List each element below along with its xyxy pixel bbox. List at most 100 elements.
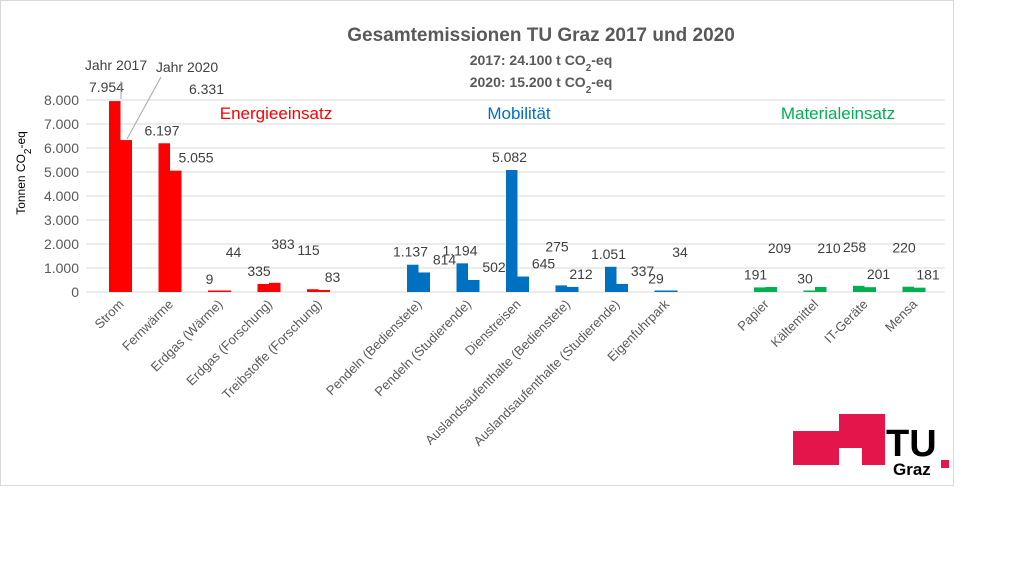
chart-subtitle-line-part: -eq xyxy=(591,52,612,68)
series-label-2017: Jahr 2017 xyxy=(85,57,147,73)
bar xyxy=(219,290,231,292)
data-label: 7.954 xyxy=(89,79,124,95)
data-label: 9 xyxy=(206,271,214,287)
y-tick-label: 0 xyxy=(71,284,79,300)
chart-subtitle-line: 2017: 24.100 t CO2-eq xyxy=(470,52,613,74)
bar xyxy=(170,170,182,292)
y-tick-label: 2.000 xyxy=(44,236,79,252)
group-label-layer: Energieeinsatz Mobilität Materialeinsatz xyxy=(220,104,895,123)
x-tick-label: Erdgas (Forschung) xyxy=(183,297,275,389)
bar xyxy=(468,279,480,292)
data-label: 83 xyxy=(325,269,341,285)
data-label: 335 xyxy=(247,263,271,279)
data-label: 337 xyxy=(631,263,655,279)
x-tick-label: Pendeln (Studierende) xyxy=(372,297,475,400)
data-label: 6.197 xyxy=(144,122,179,138)
x-tick-label: Papier xyxy=(734,296,772,334)
bar xyxy=(765,286,777,292)
chart-subtitle-line-part: 2017: 24.100 t CO xyxy=(470,52,586,68)
y-tick-label: 3.000 xyxy=(44,212,79,228)
data-label: 29 xyxy=(648,270,664,286)
chart-subtitle-line-part: 2020: 15.200 t CO xyxy=(470,74,586,90)
legend-layer: Jahr 2017 Jahr 2020 xyxy=(85,57,218,140)
data-label: 5.055 xyxy=(178,150,213,166)
tu-graz-logo-block xyxy=(816,431,839,448)
data-label: 1.194 xyxy=(442,242,477,258)
x-tick-label: Mensa xyxy=(882,296,921,335)
data-label: 201 xyxy=(867,266,891,282)
y-axis-label-part: Tonnen CO xyxy=(14,154,28,215)
chart-subtitle-line: 2020: 15.200 t CO2-eq xyxy=(470,74,613,96)
ylabel-layer: Tonnen CO2-eq xyxy=(14,131,34,215)
tu-graz-logo-block xyxy=(839,431,862,448)
bar xyxy=(864,287,876,292)
tu-graz-logo-block xyxy=(793,431,816,448)
tu-graz-logo: TU Graz xyxy=(793,414,949,479)
bar xyxy=(555,285,567,292)
data-label: 191 xyxy=(744,266,768,282)
y-axis-label: Tonnen CO2-eq xyxy=(14,131,34,215)
data-label: 814 xyxy=(433,251,457,267)
chart-frame: Gesamtemissionen TU Graz 2017 und 2020 2… xyxy=(0,0,954,486)
bar xyxy=(853,285,865,292)
bar xyxy=(257,283,269,292)
bar xyxy=(208,290,220,292)
tu-graz-logo-block xyxy=(941,460,949,468)
bar xyxy=(418,272,430,292)
data-label: 6.331 xyxy=(189,81,224,97)
y-tick-label: 5.000 xyxy=(44,164,79,180)
chart-svg: Gesamtemissionen TU Graz 2017 und 2020 2… xyxy=(14,25,949,479)
chart-subtitle-line-sub: 2 xyxy=(586,63,592,74)
group-label: Energieeinsatz xyxy=(220,104,332,123)
data-label: 181 xyxy=(916,267,940,283)
tu-graz-logo-text-graz: Graz xyxy=(893,460,931,479)
data-label: 5.082 xyxy=(492,149,527,165)
y-tick-label: 7.000 xyxy=(44,116,79,132)
y-axis-label-part: -eq xyxy=(14,131,28,148)
bar xyxy=(567,286,579,292)
bar xyxy=(815,286,827,292)
tu-graz-logo-block xyxy=(862,431,885,448)
series-label-2020: Jahr 2020 xyxy=(156,59,218,75)
bar xyxy=(407,264,419,292)
x-tick-label: Strom xyxy=(91,297,126,332)
data-label: 44 xyxy=(226,244,242,260)
tu-graz-logo-block xyxy=(862,414,885,431)
y-tick-label: 6.000 xyxy=(44,140,79,156)
bar xyxy=(914,287,926,292)
bar-layer xyxy=(109,101,926,292)
tu-graz-logo-block xyxy=(862,448,885,465)
bar xyxy=(109,101,121,292)
bar xyxy=(456,263,468,292)
chart-subtitle-line-part: -eq xyxy=(591,74,612,90)
x-tick-label: Pendeln (Bedienstete) xyxy=(323,297,425,399)
data-label: 258 xyxy=(843,239,867,255)
data-label: 502 xyxy=(482,259,506,275)
x-tick-label: Treibstoffe (Forschung) xyxy=(219,297,325,403)
data-label: 383 xyxy=(271,236,295,252)
chart-subtitle-line-sub: 2 xyxy=(586,85,592,96)
data-label: 1.137 xyxy=(393,244,428,260)
x-tick-label: IT-Geräte xyxy=(821,297,870,346)
ytick-layer: 0 1.000 2.000 3.000 4.000 5.000 6.000 7.000 8.00… xyxy=(44,92,79,300)
bar xyxy=(517,276,529,292)
y-tick-label: 1.000 xyxy=(44,260,79,276)
bar xyxy=(654,290,666,292)
bar xyxy=(158,143,170,292)
tu-graz-logo-block xyxy=(793,448,816,465)
chart-title: Gesamtemissionen TU Graz 2017 und 2020 xyxy=(347,25,735,46)
bar xyxy=(506,170,518,292)
bar xyxy=(803,290,815,292)
y-tick-label: 4.000 xyxy=(44,188,79,204)
bar xyxy=(318,290,330,292)
group-label: Mobilität xyxy=(487,104,551,123)
data-label: 645 xyxy=(532,256,556,272)
bar xyxy=(902,286,914,292)
bar xyxy=(754,287,766,292)
bar xyxy=(616,283,628,292)
data-label: 30 xyxy=(797,270,813,286)
y-tick-label: 8.000 xyxy=(44,92,79,108)
leader-line xyxy=(126,76,162,140)
tu-graz-logo-blocks xyxy=(793,414,949,468)
